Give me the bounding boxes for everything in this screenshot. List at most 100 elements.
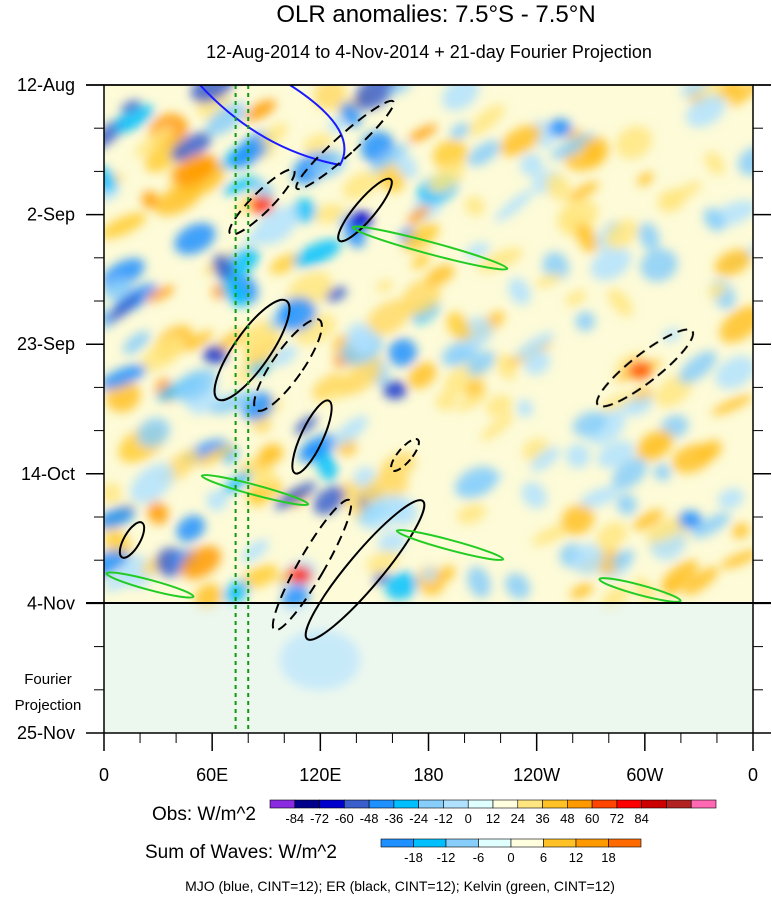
anomaly-blob [686,94,726,128]
colorbar-swatch [575,838,609,848]
waves-colorbar-label: Sum of Waves: W/m^2 [145,842,337,863]
colorbar-swatch [393,799,419,809]
forecast-region [104,603,753,733]
anomaly-blob [640,248,678,282]
anomaly-blob [638,222,660,251]
anomaly-blob [530,446,560,472]
colorbar-tick-label: 36 [535,811,549,826]
anomaly-blob [467,104,505,137]
anomaly-blob [711,394,753,416]
anomaly-blob [350,354,382,373]
anomaly-blob [365,299,412,337]
anomaly-blob [270,345,297,367]
anomaly-blob [691,512,731,539]
x-tick-label: 0 [748,765,758,785]
anomaly-blob [542,251,569,281]
colorbar-tick-label: 0 [507,850,514,865]
y-axis: 12-Aug 2-Sep 23-Sep 14-Oct 4-Nov 25-Nov [17,75,771,743]
er-contour [291,399,333,475]
kelvin-contour [395,528,505,562]
anomaly-blob [610,549,635,568]
anomaly-blob [515,332,554,360]
anomaly-core [678,511,702,529]
anomaly-blob [708,282,727,299]
anomaly-blob [715,355,753,389]
anomaly-blob [176,515,206,542]
anomaly-blob [401,279,441,316]
colorbar-swatch [443,799,469,809]
anomaly-blob [480,413,515,441]
y-tick-label: 12-Aug [17,75,75,95]
anomaly-blob [575,311,596,332]
anomaly-blob [729,85,753,107]
anomaly-blob [222,176,260,195]
footer-legend: MJO (blue, CINT=12); ER (black, CINT=12)… [185,878,615,894]
forecast-label-line1: Fourier [24,671,72,688]
colorbar-swatch [517,799,543,809]
anomaly-blob [394,152,418,179]
anomaly-blob [505,573,531,600]
colorbar-swatch [269,799,296,809]
colorbar-tick-label: -60 [335,811,354,826]
er-contour [118,521,146,559]
colorbar-swatch [641,799,667,809]
anomaly-blob [408,124,438,142]
anomaly-blob [714,249,752,276]
anomaly-blob [241,539,269,563]
anomaly-blob [123,330,151,355]
anomaly-blob [425,264,455,286]
anomaly-blob [104,212,147,239]
kelvin-contour [105,571,195,599]
anomaly-blob [531,523,573,546]
anomaly-blob [140,336,185,373]
anomaly-blob [206,490,228,511]
anomaly-core [288,566,312,584]
colorbar-swatch [294,799,320,809]
colorbar-tick-label: 72 [610,811,624,826]
anomaly-blob [293,239,342,268]
anomaly-blob [731,522,750,539]
anomaly-blob [407,362,437,389]
anomaly-blob [174,223,216,255]
anomaly-blob [561,504,595,535]
colorbar-tick-label: -12 [437,850,456,865]
y-tick-label: 2-Sep [27,205,75,225]
kelvin-contour [351,225,509,271]
anomaly-blob [260,122,288,147]
anomaly-blob [572,543,605,575]
colorbar-tick-label: -72 [310,811,329,826]
x-tick-label: 180 [413,765,443,785]
er-contour-dashed [228,168,296,236]
anomaly-blob [637,172,654,186]
anomaly-blob [221,278,247,308]
anomaly-blob [170,132,212,162]
colorbar-tick-label: -18 [404,850,423,865]
colorbar-tick-label: -12 [434,811,453,826]
anomaly-blob [104,277,132,301]
colorbar-swatch [413,838,447,848]
anomaly-blob [550,133,595,160]
colorbar-swatch [616,799,642,809]
colorbar-swatch [445,838,479,848]
colorbar-swatch [591,799,618,809]
anomaly-blob [256,447,284,468]
anomaly-blob [607,288,633,317]
anomaly-blob [385,571,418,601]
anomaly-blob [104,364,147,390]
anomaly-blob [579,486,620,509]
anomaly-blob [311,372,343,399]
anomaly-blob [104,572,132,592]
anomaly-blob [292,198,317,223]
anomaly-blob [252,462,276,490]
anomaly-blob [312,151,346,178]
anomaly-blob [697,440,723,462]
anomaly-blob [627,396,653,416]
anomaly-blob [304,440,323,460]
y-tick-label: 4-Nov [27,593,75,613]
colorbar-tick-label: 60 [585,811,599,826]
anomaly-blob [190,85,234,104]
anomaly-blob [370,143,409,174]
colorbar-swatch [666,799,692,809]
chart-subtitle: 12-Aug-2014 to 4-Nov-2014 + 21-day Fouri… [206,42,652,62]
anomaly-blob [332,415,368,447]
